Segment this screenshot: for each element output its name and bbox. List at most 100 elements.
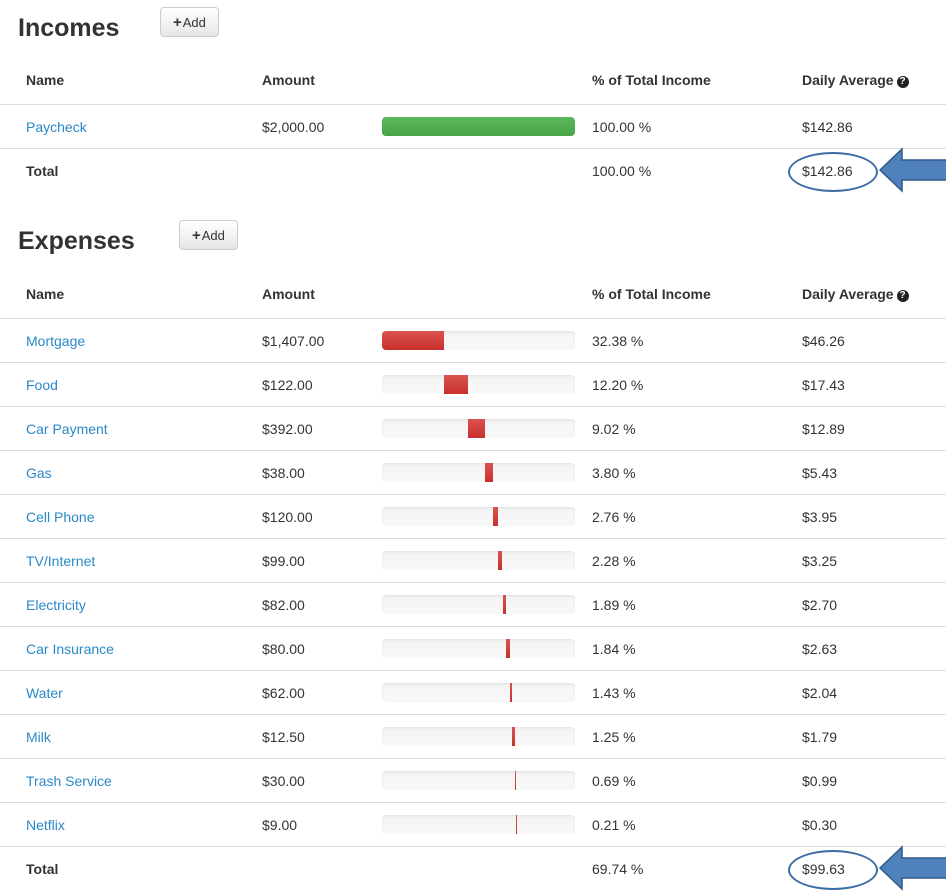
progress-bar — [382, 815, 575, 834]
row-name-link[interactable]: Car Insurance — [26, 640, 114, 657]
row-amount: $38.00 — [262, 450, 382, 495]
total-row: Total 100.00 % $142.86 — [0, 146, 946, 193]
total-percent: 69.74 % — [592, 846, 802, 890]
add-income-button[interactable]: + Add — [160, 7, 219, 37]
progress-bar-fill — [512, 727, 515, 746]
row-amount: $122.00 — [262, 362, 382, 407]
row-percent: 2.28 % — [592, 538, 802, 583]
row-name-cell: Electricity — [0, 582, 262, 627]
total-daily-highlight: $142.86 — [788, 146, 946, 193]
table-row: Gas $38.00 3.80 % $5.43 — [0, 450, 946, 495]
progress-bar-fill — [514, 771, 517, 790]
row-daily-average: $0.30 — [802, 802, 946, 847]
table-row: Electricity $82.00 1.89 % $2.70 — [0, 582, 946, 627]
row-bar-cell — [382, 494, 592, 539]
row-name-link[interactable]: Food — [26, 376, 58, 393]
row-name-cell: Food — [0, 362, 262, 407]
total-daily-highlight: $99.63 — [788, 844, 946, 891]
row-name-link[interactable]: Gas — [26, 464, 52, 481]
row-amount: $9.00 — [262, 802, 382, 847]
row-amount: $82.00 — [262, 582, 382, 627]
row-name-cell: TV/Internet — [0, 538, 262, 583]
progress-bar-fill — [498, 551, 503, 570]
row-daily-average: $2.04 — [802, 670, 946, 715]
row-bar-cell — [382, 582, 592, 627]
expenses-table: Name Amount % of Total Income Daily Aver… — [0, 270, 946, 891]
row-name-link[interactable]: Cell Phone — [26, 508, 95, 525]
total-bar-cell — [382, 148, 592, 192]
row-percent: 100.00 % — [592, 104, 802, 149]
row-bar-cell — [382, 538, 592, 583]
question-circle-icon[interactable]: ? — [896, 290, 909, 302]
row-amount: $12.50 — [262, 714, 382, 759]
table-row: Water $62.00 1.43 % $2.04 — [0, 670, 946, 715]
row-daily-average: $46.26 — [802, 318, 946, 363]
row-percent: 1.89 % — [592, 582, 802, 627]
progress-bar-fill — [382, 117, 575, 136]
highlight-ellipse — [788, 151, 878, 192]
incomes-header: Incomes + Add — [0, 0, 946, 56]
expenses-title: Expenses — [18, 227, 135, 255]
progress-bar — [382, 595, 575, 614]
question-circle-icon[interactable]: ? — [896, 76, 909, 88]
progress-bar — [382, 551, 575, 570]
row-percent: 9.02 % — [592, 406, 802, 451]
progress-bar — [382, 375, 575, 394]
row-name-link[interactable]: Electricity — [26, 596, 86, 613]
table-row: Mortgage $1,407.00 32.38 % $46.26 — [0, 318, 946, 363]
total-row: Total 69.74 % $99.63 — [0, 844, 946, 891]
row-bar-cell — [382, 758, 592, 803]
row-name-cell: Mortgage — [0, 318, 262, 363]
row-name-link[interactable]: Car Payment — [26, 420, 108, 437]
row-percent: 12.20 % — [592, 362, 802, 407]
row-bar-cell — [382, 318, 592, 363]
table-row: TV/Internet $99.00 2.28 % $3.25 — [0, 538, 946, 583]
progress-bar — [382, 117, 575, 136]
row-amount: $1,407.00 — [262, 318, 382, 363]
row-name-link[interactable]: Water — [26, 684, 63, 701]
row-bar-cell — [382, 450, 592, 495]
progress-bar-fill — [502, 595, 507, 614]
row-name-link[interactable]: TV/Internet — [26, 552, 96, 569]
row-bar-cell — [382, 802, 592, 847]
row-name-link[interactable]: Paycheck — [26, 118, 87, 135]
table-row: Milk $12.50 1.25 % $1.79 — [0, 714, 946, 759]
row-name-link[interactable]: Milk — [26, 728, 51, 745]
row-percent: 32.38 % — [592, 318, 802, 363]
row-daily-average: $0.99 — [802, 758, 946, 803]
add-expense-button[interactable]: + Add — [179, 220, 238, 250]
row-name-link[interactable]: Mortgage — [26, 332, 86, 349]
highlight-ellipse — [788, 849, 878, 890]
progress-bar-fill — [485, 463, 493, 482]
progress-bar — [382, 507, 575, 526]
progress-bar — [382, 683, 575, 702]
total-amount — [262, 846, 382, 890]
row-bar-cell — [382, 670, 592, 715]
row-bar-cell — [382, 626, 592, 671]
row-amount: $80.00 — [262, 626, 382, 671]
incomes-table: Name Amount % of Total Income Daily Aver… — [0, 56, 946, 193]
row-bar-cell — [382, 406, 592, 451]
row-name-cell: Water — [0, 670, 262, 715]
add-income-label: Add — [182, 14, 206, 30]
row-name-cell: Car Payment — [0, 406, 262, 451]
total-bar-cell — [382, 846, 592, 890]
col-percent: % of Total Income — [592, 56, 802, 105]
row-amount: $392.00 — [262, 406, 382, 451]
row-name-link[interactable]: Trash Service — [26, 772, 112, 789]
progress-bar-fill — [492, 507, 499, 526]
total-label: Total — [0, 846, 262, 890]
row-percent: 0.69 % — [592, 758, 802, 803]
col-daily-average: Daily Average? — [802, 56, 946, 105]
row-amount: $62.00 — [262, 670, 382, 715]
row-percent: 1.43 % — [592, 670, 802, 715]
row-name-cell: Gas — [0, 450, 262, 495]
row-name-cell: Car Insurance — [0, 626, 262, 671]
incomes-section: Incomes + Add Name Amount % of Total Inc… — [0, 0, 946, 193]
total-amount — [262, 148, 382, 192]
incomes-header-row: Name Amount % of Total Income Daily Aver… — [0, 56, 946, 105]
row-daily-average: $17.43 — [802, 362, 946, 407]
expenses-section: Expenses + Add Name Amount % of Total In… — [0, 214, 946, 891]
row-name-link[interactable]: Netflix — [26, 816, 65, 833]
row-daily-average: $2.63 — [802, 626, 946, 671]
